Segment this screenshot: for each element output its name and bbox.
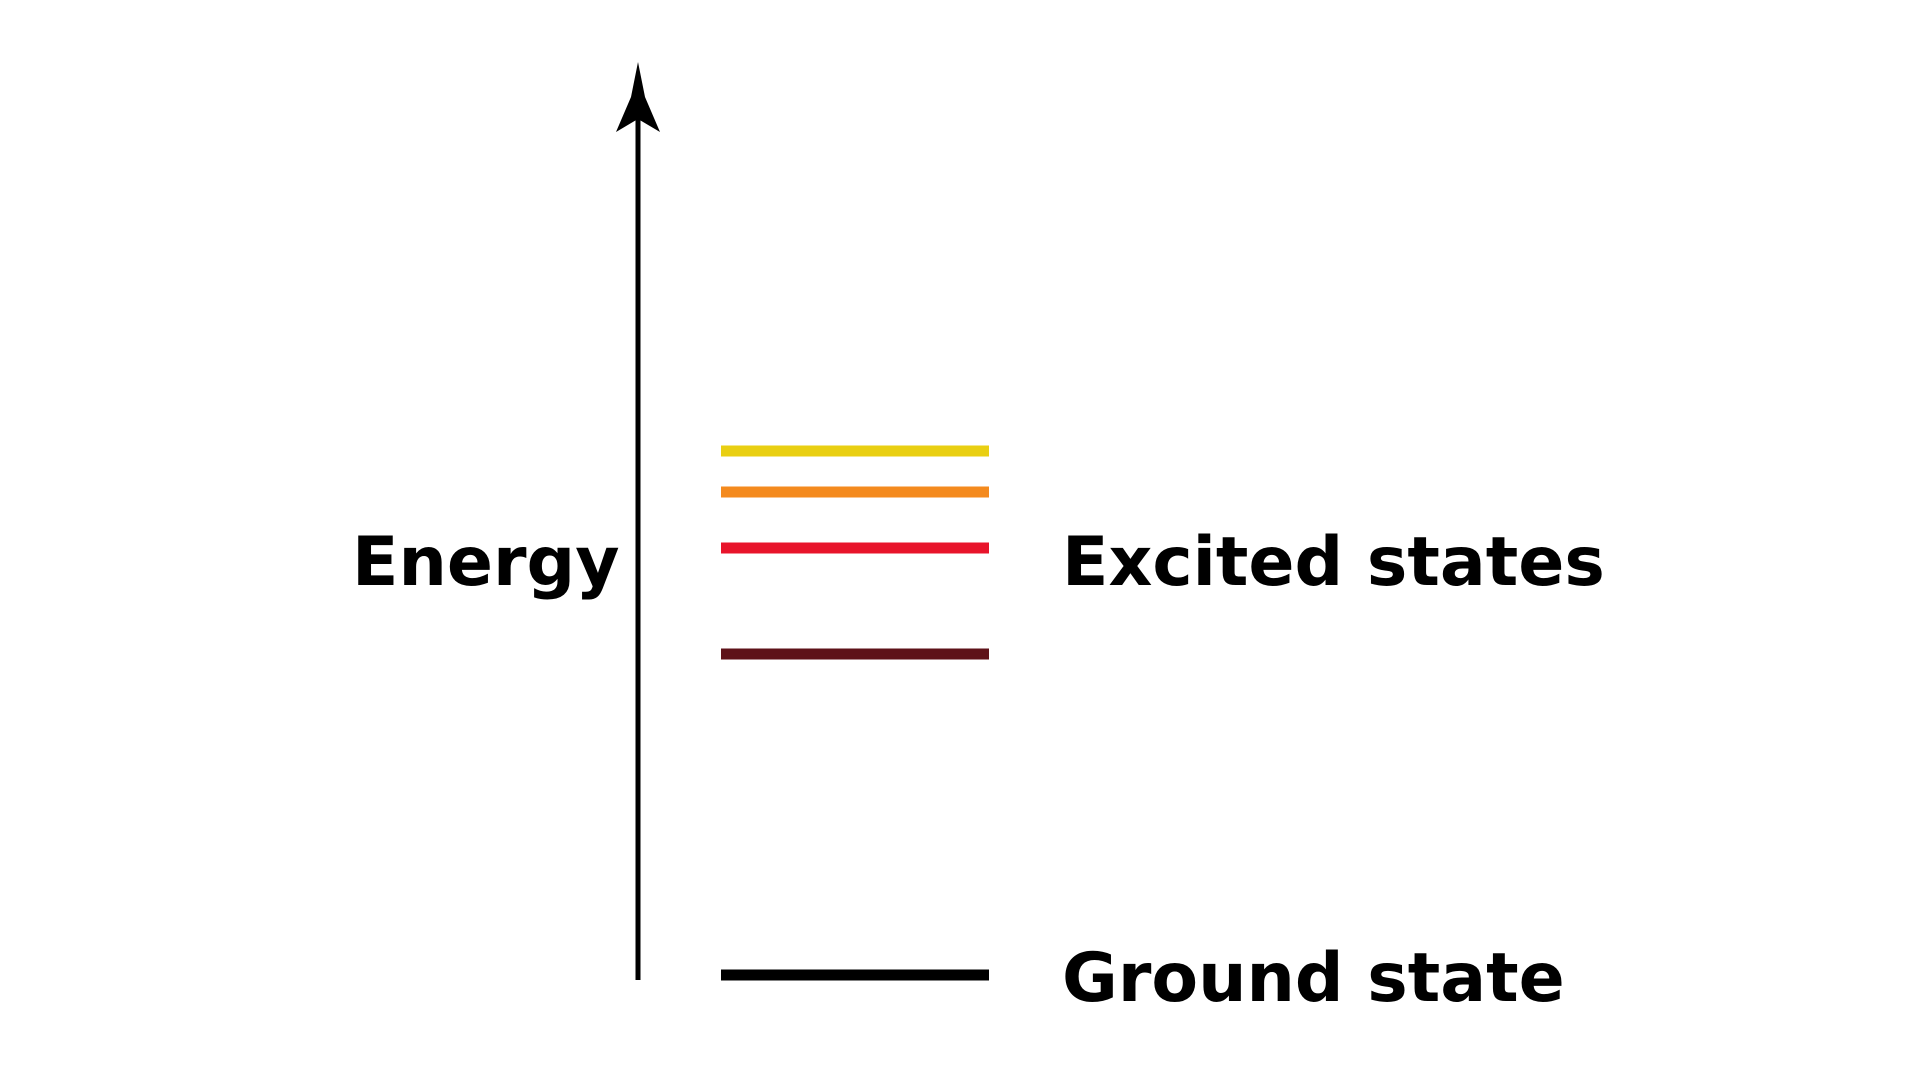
ground-state-label: Ground state <box>1062 939 1565 1018</box>
energy-axis-arrowhead <box>616 62 660 132</box>
energy-axis-label: Energy <box>352 523 620 602</box>
excited-states-label: Excited states <box>1062 523 1605 602</box>
